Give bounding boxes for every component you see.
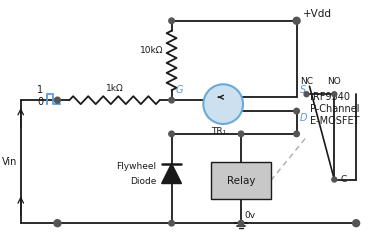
Text: +Vdd: +Vdd xyxy=(303,9,332,19)
Circle shape xyxy=(169,220,174,226)
Circle shape xyxy=(332,92,337,97)
Text: 1: 1 xyxy=(37,85,44,95)
Text: C: C xyxy=(340,175,347,184)
Text: E-MOSFET: E-MOSFET xyxy=(310,116,360,126)
Circle shape xyxy=(293,17,300,24)
Circle shape xyxy=(55,97,61,103)
Text: S: S xyxy=(300,85,306,95)
Polygon shape xyxy=(162,164,181,183)
Text: 1kΩ: 1kΩ xyxy=(105,84,123,93)
Circle shape xyxy=(332,177,337,182)
Circle shape xyxy=(353,220,360,227)
Text: 0: 0 xyxy=(37,97,44,107)
Circle shape xyxy=(169,97,174,103)
Text: 0v: 0v xyxy=(244,211,255,220)
Text: IRF9540: IRF9540 xyxy=(310,92,350,102)
Text: D: D xyxy=(300,113,307,123)
FancyBboxPatch shape xyxy=(211,162,271,199)
Text: TR₁: TR₁ xyxy=(211,127,226,136)
Circle shape xyxy=(54,220,61,227)
Text: Vin: Vin xyxy=(2,157,18,167)
Text: Diode: Diode xyxy=(130,177,157,186)
Text: G: G xyxy=(175,85,183,95)
Text: 10kΩ: 10kΩ xyxy=(140,46,164,55)
Circle shape xyxy=(294,131,299,137)
Text: P-Channel: P-Channel xyxy=(310,104,360,114)
Text: Flywheel: Flywheel xyxy=(117,162,157,171)
Circle shape xyxy=(294,108,299,114)
Circle shape xyxy=(238,131,244,137)
Circle shape xyxy=(169,18,174,23)
Text: NO: NO xyxy=(327,77,341,86)
Circle shape xyxy=(238,220,244,226)
Circle shape xyxy=(304,92,309,97)
Circle shape xyxy=(203,84,243,124)
Text: NC: NC xyxy=(300,77,313,86)
Circle shape xyxy=(169,131,174,137)
Text: Relay: Relay xyxy=(227,175,255,186)
